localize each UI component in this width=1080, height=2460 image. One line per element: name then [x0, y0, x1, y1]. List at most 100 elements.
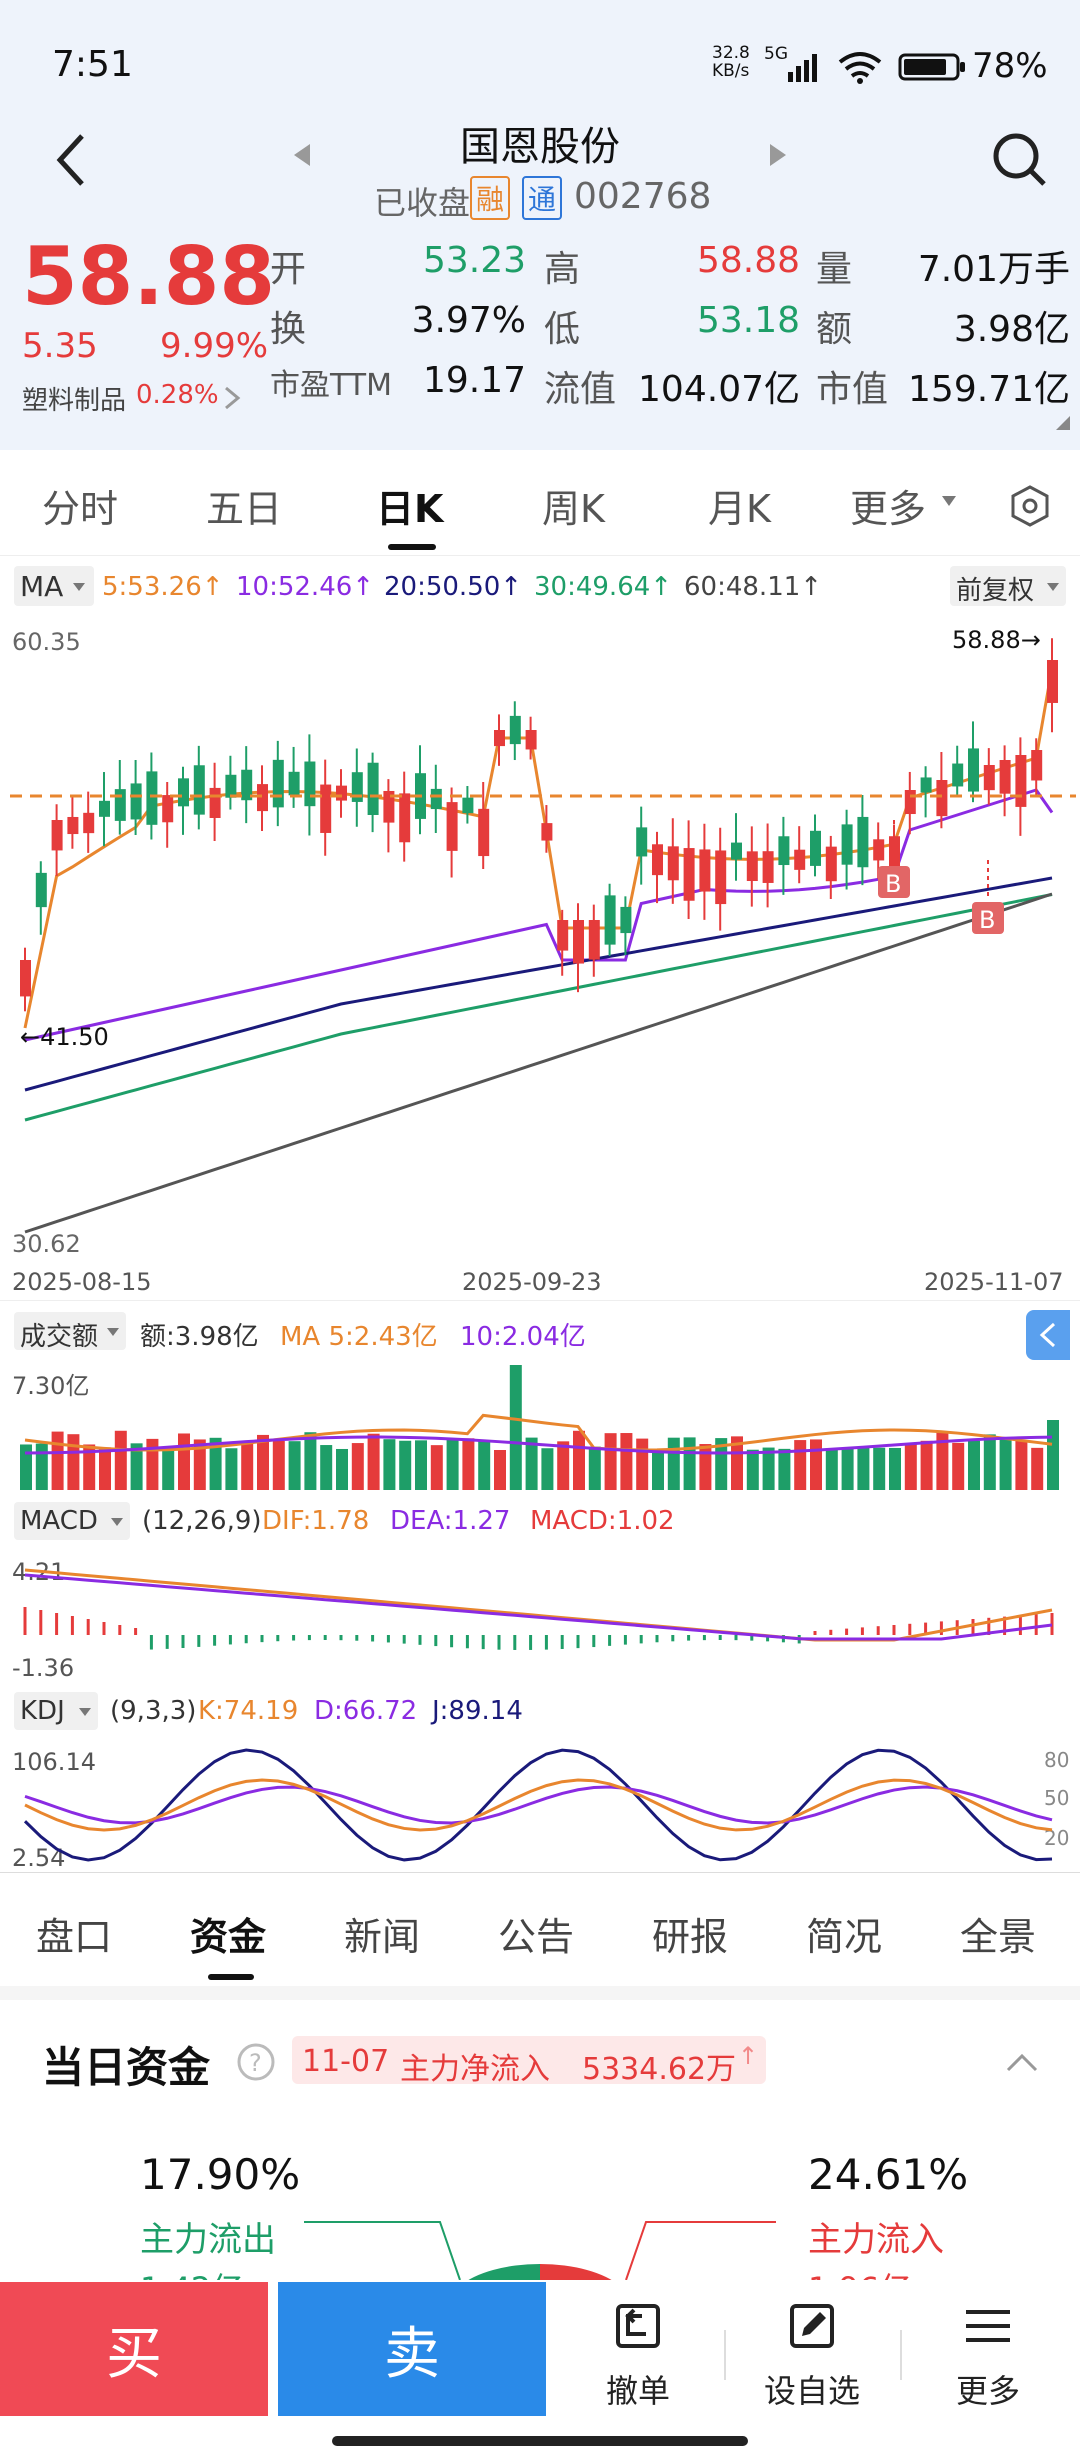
add-favorite-label[interactable]: 设自选 — [763, 2372, 860, 2410]
ma5-value: 5:53.26↑ — [102, 572, 224, 602]
sell-button[interactable]: 卖 — [278, 2282, 546, 2416]
volume-bar — [367, 1433, 380, 1490]
volume-value: 7.01万手 — [917, 249, 1070, 290]
divider — [0, 1300, 1080, 1301]
divider — [0, 1986, 1080, 2000]
buy-marker[interactable]: B — [972, 860, 1004, 934]
buy-marker[interactable]: B — [878, 820, 910, 898]
candle — [367, 762, 379, 815]
tab-monthly-k[interactable]: 月K — [708, 487, 771, 531]
kdj-selector[interactable]: KDJ — [14, 1692, 98, 1730]
chevron-down-icon — [107, 1328, 119, 1336]
margin-badge: 融 — [470, 176, 511, 220]
chevron-right-icon[interactable] — [222, 384, 242, 412]
search-icon[interactable] — [990, 130, 1050, 190]
back-icon[interactable] — [50, 130, 90, 190]
candle — [746, 851, 758, 882]
tab-five-day[interactable]: 五日 — [206, 487, 283, 531]
candle — [272, 759, 284, 808]
menu-icon[interactable] — [962, 2300, 1014, 2352]
prev-stock-icon[interactable] — [290, 140, 314, 170]
candle — [936, 780, 948, 817]
edit-favorite-icon[interactable] — [786, 2300, 838, 2352]
candle — [304, 761, 316, 807]
battery-icon — [898, 53, 965, 81]
volume-bar — [620, 1433, 633, 1490]
dea-line — [24, 1573, 1053, 1641]
volume-bar — [1047, 1420, 1059, 1490]
settings-hexagon-icon[interactable] — [1008, 484, 1052, 528]
candle — [351, 772, 363, 802]
buy-button[interactable]: 买 — [0, 2282, 268, 2416]
collapse-icon[interactable] — [1004, 2050, 1040, 2074]
wifi-icon — [838, 52, 882, 84]
volume-bar — [446, 1438, 459, 1490]
tab-order-book[interactable]: 盘口 — [36, 1915, 113, 1959]
macd-dif: DIF:1.78 — [262, 1506, 370, 1536]
net-speed: 32.8 KB/s — [712, 43, 750, 81]
volume-bar — [588, 1446, 601, 1490]
sell-label: 卖 — [384, 2321, 440, 2387]
home-indicator[interactable] — [332, 2436, 748, 2446]
volume-bar — [430, 1445, 443, 1490]
macd-chart[interactable] — [0, 1550, 1080, 1680]
undo-order-icon[interactable] — [612, 2300, 664, 2352]
tab-overview[interactable]: 全景 — [960, 1915, 1037, 1959]
tab-research[interactable]: 研报 — [652, 1915, 729, 1959]
signal-icon — [788, 54, 817, 82]
last-price: 58.88 — [22, 230, 276, 323]
volume-chart[interactable] — [0, 1360, 1080, 1490]
volume-bar — [541, 1448, 554, 1490]
y-min-label: 30.62 — [12, 1230, 81, 1258]
macd-selector[interactable]: MACD — [14, 1502, 130, 1540]
volume-bar — [67, 1434, 80, 1490]
expand-corner-icon[interactable] — [1054, 414, 1072, 432]
kdj-label: KDJ — [20, 1696, 65, 1726]
fund-net-amount: 5334.62万 — [582, 2052, 737, 2087]
collapse-panel-button[interactable] — [1026, 1310, 1070, 1360]
volume-bar — [288, 1441, 301, 1490]
volume-ma10-line — [24, 1435, 1053, 1455]
quote-panel: 58.88 5.35 9.99% 塑料制品 0.28% 开 53.23 高 58… — [0, 230, 1080, 450]
tab-fund[interactable]: 资金 — [190, 1915, 267, 1959]
tab-profile[interactable]: 简况 — [806, 1915, 883, 1959]
arrow-up-icon: ↑ — [738, 2042, 759, 2070]
svg-text:?: ? — [249, 2049, 262, 2077]
chevron-down-icon[interactable] — [940, 494, 958, 508]
tab-weekly-k[interactable]: 周K — [542, 487, 605, 531]
volume-bar — [241, 1442, 254, 1490]
tab-indicator — [388, 544, 436, 550]
help-icon[interactable]: ? — [236, 2042, 276, 2082]
kdj-chart[interactable] — [0, 1740, 1080, 1870]
volume-bar — [35, 1443, 48, 1490]
sector-name[interactable]: 塑料制品 — [22, 386, 127, 416]
volume-bar — [257, 1434, 269, 1490]
volume-selector[interactable]: 成交额 — [14, 1312, 126, 1352]
candle — [257, 784, 268, 812]
more-label[interactable]: 更多 — [955, 2372, 1020, 2410]
tab-announcements[interactable]: 公告 — [498, 1915, 575, 1959]
kline-chart[interactable]: 60.35 30.62 58.88→ ←41.50 B B — [0, 620, 1080, 1260]
volume-bar — [983, 1434, 996, 1490]
tab-intraday[interactable]: 分时 — [42, 487, 119, 531]
kdj-j-line — [23, 1748, 1053, 1862]
sector-pct[interactable]: 0.28% — [136, 380, 219, 410]
cancel-order-label[interactable]: 撤单 — [605, 2372, 670, 2410]
adjust-selector[interactable]: 前复权 — [950, 566, 1066, 606]
tab-daily-k[interactable]: 日K — [376, 487, 444, 531]
tab-news[interactable]: 新闻 — [344, 1915, 421, 1959]
volume-bar — [209, 1437, 222, 1490]
network-type: 5G — [764, 44, 788, 64]
connect-badge: 通 — [522, 176, 563, 220]
candle — [683, 848, 695, 901]
market-cap-value: 159.71亿 — [908, 369, 1070, 410]
ma-selector[interactable]: MA — [14, 566, 94, 606]
volume-label: 量 — [816, 249, 853, 290]
fund-date: 11-07 — [302, 2044, 390, 2079]
low-price-label: ←41.50 — [20, 1023, 109, 1051]
volume-bar — [810, 1439, 822, 1490]
tab-more[interactable]: 更多 — [850, 487, 927, 531]
adjust-label: 前复权 — [956, 576, 1035, 606]
next-stock-icon[interactable] — [766, 140, 790, 170]
volume-ma5-line — [24, 1413, 1053, 1452]
